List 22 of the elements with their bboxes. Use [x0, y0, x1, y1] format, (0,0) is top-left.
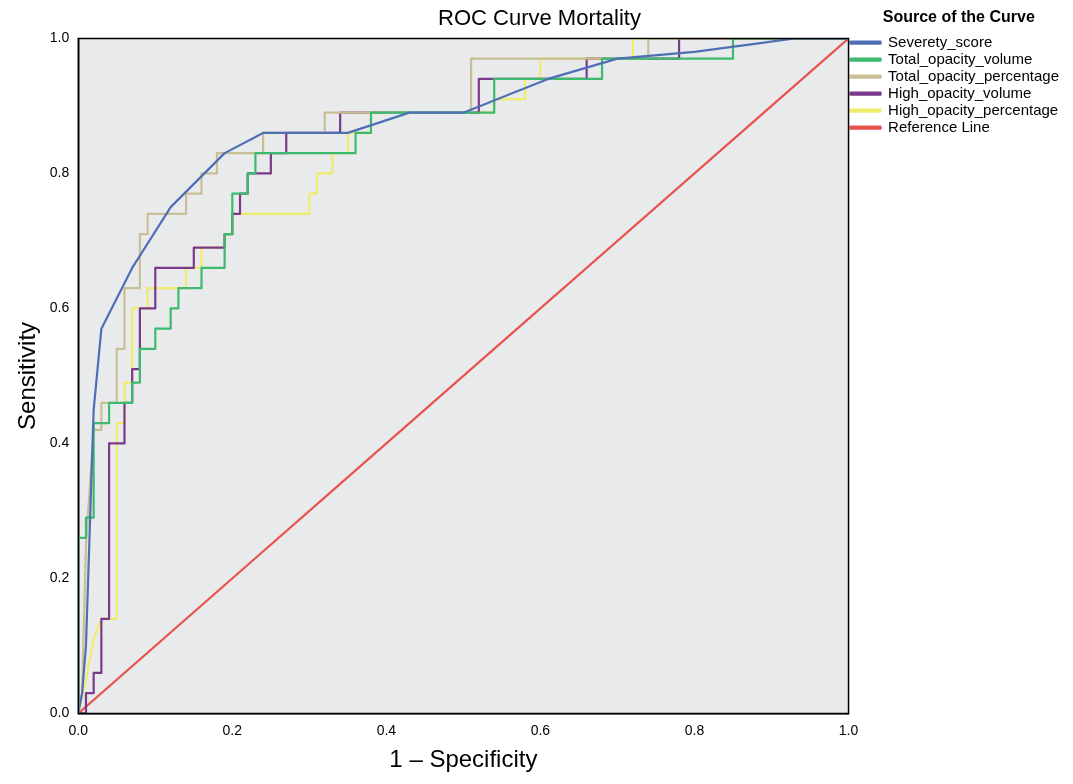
x-tick-label: 0.0: [68, 721, 89, 738]
y-tick-label: 0.8: [49, 164, 70, 181]
x-tick-label: 0.4: [376, 721, 397, 738]
legend-label: Reference Line: [888, 117, 990, 135]
y-tick-label: 0.2: [49, 569, 70, 586]
y-tick-label: 0.4: [49, 434, 70, 451]
x-axis-title: 1 – Specificity: [389, 745, 538, 773]
y-tick-label: 0.0: [49, 704, 70, 721]
legend-label: Total_opacity_volume: [888, 49, 1033, 67]
x-tick-label: 0.6: [530, 721, 551, 738]
legend-label: High_opacity_percentage: [888, 100, 1059, 118]
x-tick-label: 1.0: [838, 721, 859, 738]
x-tick-label: 0.8: [684, 721, 705, 738]
y-tick-label: 0.6: [49, 299, 70, 316]
legend-label: Severety_score: [888, 32, 993, 50]
legend-title: Source of the Curve: [882, 8, 1035, 26]
y-axis-title: Sensitivity: [13, 321, 41, 430]
legend-label: High_opacity_volume: [888, 83, 1032, 101]
legend-label: Total_opacity_percentage: [888, 66, 1060, 84]
y-tick-label: 1.0: [49, 29, 70, 46]
chart-title: ROC Curve Mortality: [438, 5, 641, 31]
x-tick-label: 0.2: [222, 721, 243, 738]
